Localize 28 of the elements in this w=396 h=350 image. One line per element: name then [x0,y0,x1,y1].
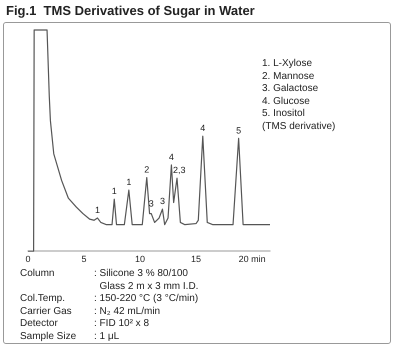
annotation: 3 [148,198,154,208]
text: Carrier Gas : N₂ 42 mL/min [20,306,160,316]
x-tick-label: 20 min [238,254,266,264]
annotation: 3. Galactose [262,83,320,96]
annotation: 2. Mannose [262,70,316,83]
annotation: (TMS derivative) [262,120,336,133]
annotation: 1 [112,186,117,196]
annotation: 4. Glucose [262,96,311,108]
text: Sample Size : 1 μL [20,330,120,342]
annotation: 5 [236,125,242,136]
x-tick-label: 5 [82,254,87,264]
annotation: 3 [160,196,165,206]
text: Detector : FID 10² x 8 [20,318,150,329]
annotation: 1. L-Xylose [262,58,314,70]
text: Glass 2 m x 3 mm I.D. [98,280,198,293]
text: Col.Temp. : 150-220 °C (3 °C/min) [20,293,198,304]
annotation: 2 [144,164,150,175]
x-tick-label: 15 [191,254,202,264]
annotation: 4 [200,123,206,134]
annotation: 1 [94,205,100,216]
chart-title: Fig.1 TMS Derivatives of Sugar in Water [6,3,255,18]
x-tick-label: 10 [135,254,146,264]
annotation: 5. Inositol [262,108,306,120]
annotation: 1 [126,177,132,188]
annotation: 2,3 [172,165,186,176]
text: Column : Silicone 3 % 80/100 [20,268,188,279]
x-tick-label: 0 [25,254,31,264]
annotation: 4 [168,152,174,162]
